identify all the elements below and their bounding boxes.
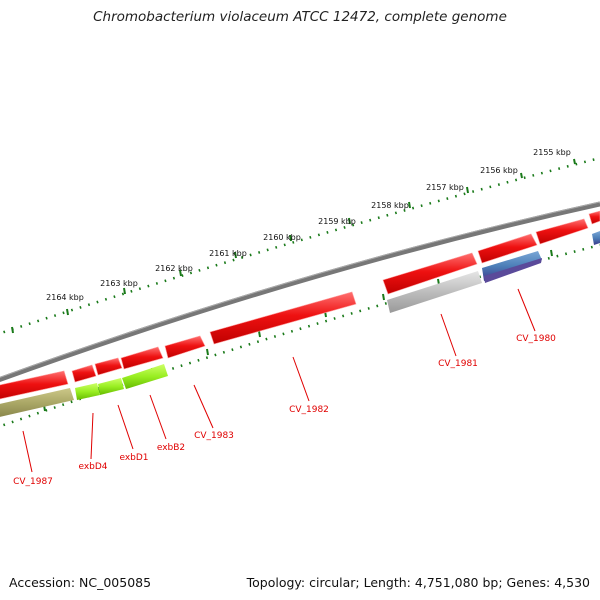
- gene-label-exbb2: exbB2: [157, 443, 185, 453]
- gene-exbd1[interactable]: [98, 378, 124, 395]
- gene-forward-2[interactable]: [535, 218, 589, 245]
- scale-label: 2160 kbp: [263, 233, 301, 242]
- map-title: Chromobacterium violaceum ATCC 12472, co…: [93, 9, 507, 25]
- gene-forward-7[interactable]: [120, 346, 164, 370]
- gene-label-cv-1980: CV_1980: [516, 334, 556, 344]
- gene-labels: CV_1980 CV_1981 CV_1982 CV_1983 exbB2 ex…: [13, 334, 556, 487]
- gene-cv-1981[interactable]: [387, 271, 482, 313]
- outer-major-ticks: [11, 158, 576, 334]
- gene-label-cv-1981: CV_1981: [438, 359, 478, 369]
- gene-label-cv-1987: CV_1987: [13, 477, 53, 487]
- gene-blue-end[interactable]: [592, 231, 600, 245]
- reverse-genes: [0, 231, 600, 418]
- scale-labels: 2155 kbp 2156 kbp 2157 kbp 2158 kbp 2159…: [46, 148, 571, 302]
- outer-scale-dots: [0, 156, 600, 335]
- genome-backbone: [0, 201, 600, 383]
- genome-backbone-highlight: [0, 201, 600, 378]
- scale-label: 2159 kbp: [318, 217, 356, 226]
- gene-forward-1[interactable]: [588, 210, 600, 225]
- gene-cv-1982[interactable]: [209, 291, 357, 345]
- scale-label: 2158 kbp: [371, 201, 409, 210]
- gene-cv-1983[interactable]: [164, 335, 206, 359]
- gene-label-exbd4: exbD4: [78, 462, 107, 472]
- label-leaders: [22, 288, 536, 473]
- scale-label: 2155 kbp: [533, 148, 571, 157]
- gene-exbd4[interactable]: [75, 383, 100, 400]
- scale-label: 2161 kbp: [209, 249, 247, 258]
- scale-label: 2156 kbp: [480, 166, 518, 175]
- forward-genes: [0, 210, 600, 400]
- gene-forward-3[interactable]: [477, 233, 538, 264]
- gene-label-exbd1: exbD1: [119, 453, 148, 463]
- gene-forward-9[interactable]: [71, 364, 97, 383]
- gene-forward-4[interactable]: [382, 252, 478, 295]
- scale-label: 2164 kbp: [46, 293, 84, 302]
- gene-forward-10[interactable]: [0, 370, 69, 400]
- scale-label: 2157 kbp: [426, 183, 464, 192]
- gene-label-cv-1982: CV_1982: [289, 405, 329, 415]
- gene-forward-8[interactable]: [94, 357, 123, 376]
- scale-label: 2163 kbp: [100, 279, 138, 288]
- scale-label: 2162 kbp: [155, 264, 193, 273]
- accession-text: Accession: NC_005085: [9, 575, 152, 590]
- genome-summary-text: Topology: circular; Length: 4,751,080 bp…: [246, 575, 590, 590]
- gene-cv-1987[interactable]: [0, 388, 74, 418]
- gene-label-cv-1983: CV_1983: [194, 431, 234, 441]
- gene-exbb2[interactable]: [122, 364, 168, 389]
- gene-cv-1980-edge: [484, 258, 542, 283]
